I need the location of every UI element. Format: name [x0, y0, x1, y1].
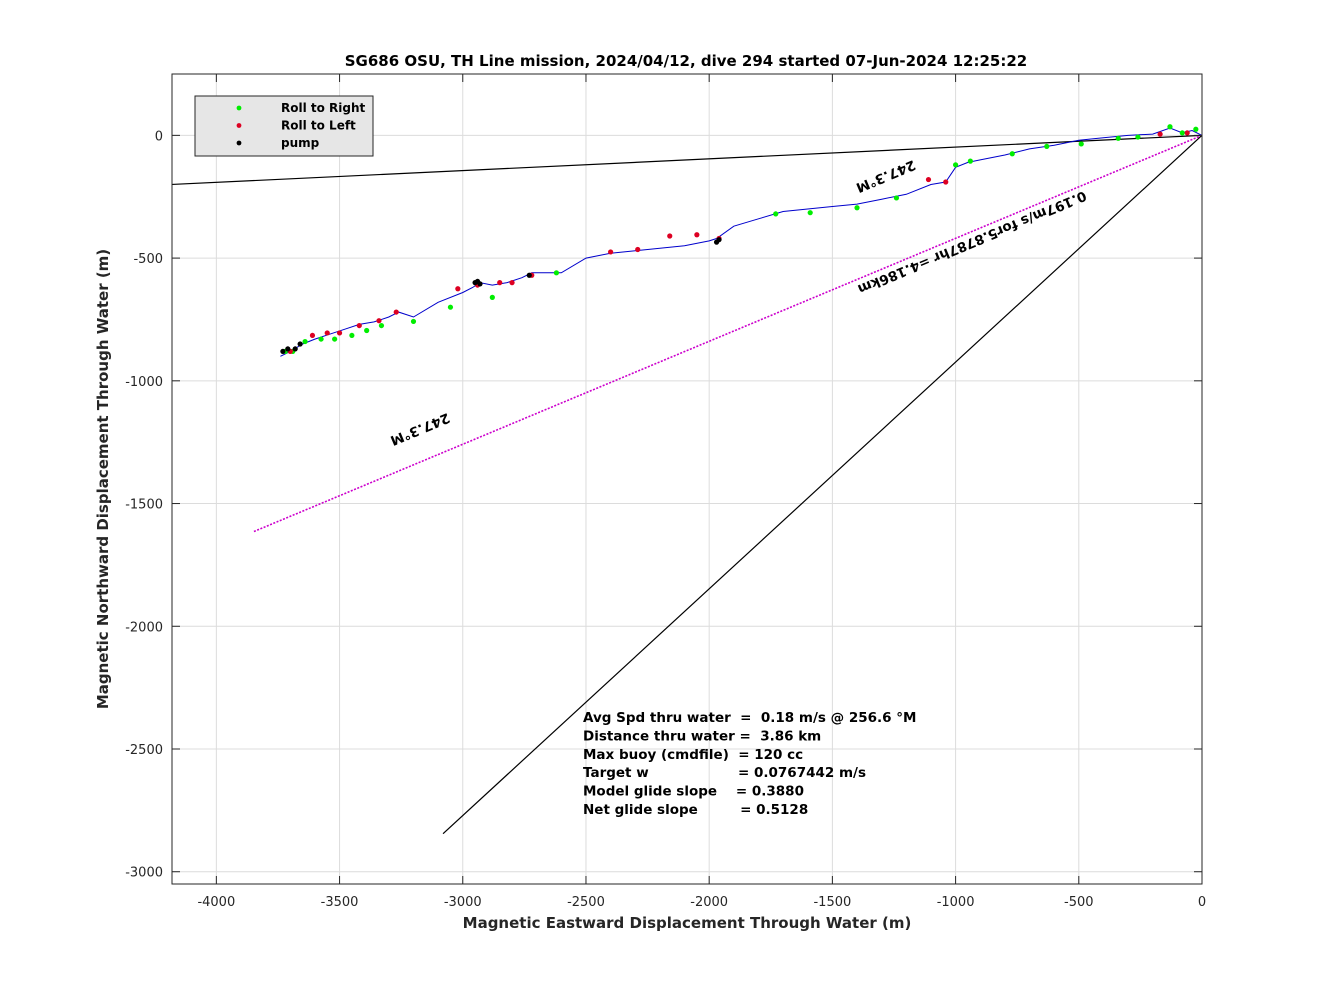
roll-right-point	[893, 195, 900, 201]
stats-line: Avg Spd thru water = 0.18 m/s @ 256.6 °M	[583, 710, 916, 726]
roll-left-point	[694, 232, 700, 238]
pump-point	[526, 272, 532, 278]
pump-point	[477, 281, 483, 287]
legend-label: Roll to Right	[281, 101, 366, 115]
reference-lines	[171, 134, 1203, 835]
y-tick-label: -2500	[125, 743, 163, 758]
stats-line: Model glide slope = 0.3880	[583, 784, 804, 800]
roll-markers	[280, 124, 1199, 354]
pump-point	[285, 346, 291, 352]
roll-right-point	[318, 336, 324, 342]
roll-left-point	[376, 318, 382, 324]
pump-point	[297, 341, 303, 347]
stats-line: Target w = 0.0767442 m/s	[583, 765, 866, 781]
x-tick-label: -3500	[321, 895, 359, 910]
plot-frame	[171, 73, 1203, 885]
y-tick-label: -2000	[125, 620, 163, 635]
roll-left-point	[667, 233, 673, 239]
roll-right-point	[489, 294, 495, 300]
roll-left-point	[336, 330, 343, 336]
roll-right-point	[332, 336, 338, 342]
legend-box	[194, 95, 374, 157]
roll-left-point	[324, 330, 330, 336]
x-tick-label: -2500	[567, 895, 605, 910]
x-tick-label: -1500	[813, 895, 851, 910]
roll-left-point	[1184, 130, 1190, 136]
roll-right-point	[349, 332, 355, 339]
pump-point	[280, 348, 286, 354]
roll-left-point	[455, 286, 461, 292]
y-tick-label: -3000	[125, 866, 163, 881]
chart-title: SG686 OSU, TH Line mission, 2024/04/12, …	[345, 52, 1028, 70]
pump-point	[472, 280, 478, 286]
roll-left-point	[497, 280, 503, 286]
roll-right-point	[410, 318, 417, 325]
roll-left-point	[356, 322, 362, 329]
roll-right-point	[967, 158, 973, 164]
roll-left-point	[1157, 131, 1163, 137]
black-line-1	[171, 134, 1203, 186]
y-tick-label: -500	[133, 252, 163, 267]
roll-right-point	[553, 270, 560, 276]
roll-right-point	[302, 338, 308, 345]
roll-right-point	[364, 327, 370, 334]
roll-right-point	[773, 211, 779, 217]
pump-point	[716, 237, 722, 243]
y-tick-label: -1000	[125, 375, 163, 390]
roll-left-point	[309, 332, 316, 339]
roll-left-point	[509, 280, 515, 286]
y-tick-label: -1500	[125, 498, 163, 513]
legend-label: Roll to Left	[281, 119, 356, 133]
legend: Roll to Right Roll to Left pump	[194, 95, 374, 157]
axis-ticks: -4000 -3500 -3000 -2500 -2000 -1500 -1000 -500 0…	[125, 74, 1206, 910]
roll-left-point	[943, 179, 949, 185]
stats-line: Net glide slope = 0.5128	[583, 802, 808, 818]
roll-right-point	[1044, 143, 1050, 150]
roll-right-point	[447, 304, 454, 310]
roll-right-point	[1193, 126, 1199, 132]
pump-point	[292, 346, 298, 352]
roll-right-point	[854, 205, 860, 211]
stats-line: Max buoy (cmdfile) = 120 cc	[583, 747, 803, 763]
stats-annotations: Avg Spd thru water = 0.18 m/s @ 256.6 °M…	[583, 710, 916, 818]
roll-right-point	[952, 162, 959, 168]
x-tick-label: -2000	[690, 895, 728, 910]
legend-marker	[236, 140, 242, 146]
x-tick-label: -500	[1064, 895, 1094, 910]
x-tick-label: -4000	[197, 895, 235, 910]
legend-marker	[236, 105, 242, 111]
legend-marker	[236, 123, 242, 128]
grid	[172, 74, 1203, 884]
roll-right-point	[807, 210, 813, 216]
y-axis-label: Magnetic Northward Displacement Through …	[94, 249, 112, 709]
roll-left-point	[635, 246, 641, 253]
roll-right-point	[1009, 151, 1015, 157]
roll-right-point	[1179, 130, 1185, 136]
y-tick-label: 0	[155, 129, 163, 144]
x-tick-label: 0	[1198, 895, 1206, 910]
roll-right-point	[378, 322, 385, 329]
roll-right-point	[1078, 141, 1084, 147]
x-tick-label: -3000	[444, 895, 482, 910]
roll-right-point	[1135, 134, 1141, 140]
roll-left-point	[925, 176, 932, 183]
stats-line: Distance thru water = 3.86 km	[583, 728, 821, 744]
roll-right-point	[1167, 124, 1173, 130]
x-axis-label: Magnetic Eastward Displacement Through W…	[463, 914, 912, 932]
legend-label: pump	[281, 136, 320, 150]
black-line-2	[442, 134, 1203, 835]
roll-left-point	[393, 309, 399, 315]
x-tick-label: -1000	[937, 895, 975, 910]
roll-right-point	[1115, 135, 1121, 141]
roll-left-point	[608, 249, 614, 255]
